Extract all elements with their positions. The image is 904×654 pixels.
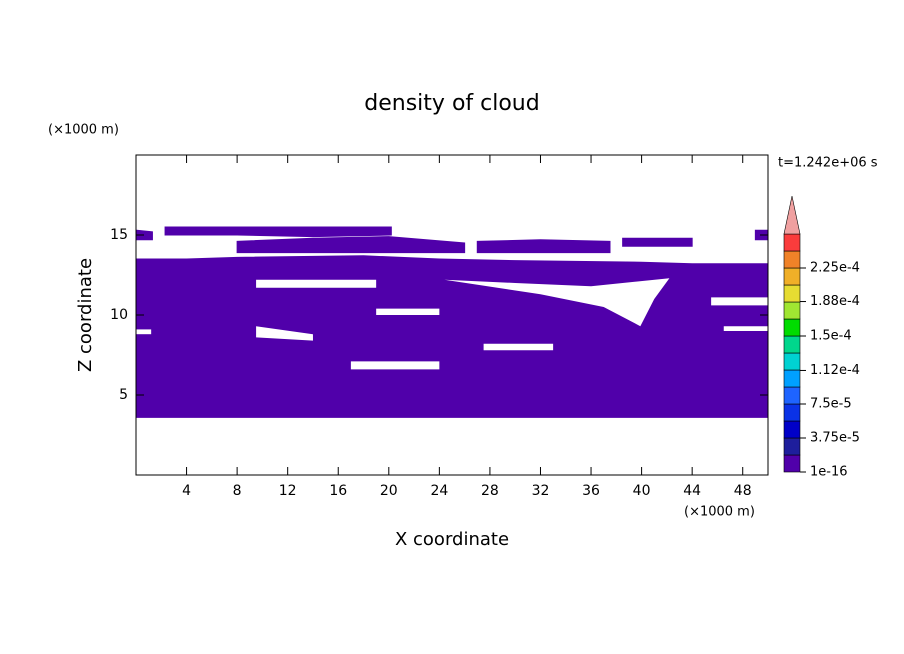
x-tick-label: 8 bbox=[233, 483, 242, 499]
colorbar-segment bbox=[783, 284, 801, 303]
x-tick-label: 12 bbox=[279, 483, 297, 499]
colorbar-label: 1.12e-4 bbox=[810, 363, 860, 378]
colorbar-label: 1.5e-4 bbox=[810, 329, 852, 344]
colorbar-segment bbox=[783, 369, 801, 388]
colorbar-segment bbox=[783, 250, 801, 269]
colorbar-segment bbox=[783, 386, 801, 405]
time-label: t=1.242e+06 s bbox=[778, 156, 878, 171]
x-unit: (×1000 m) bbox=[684, 505, 755, 520]
colorbar-extend bbox=[783, 195, 801, 235]
cloud-region bbox=[135, 255, 769, 418]
x-tick-label: 28 bbox=[481, 483, 499, 499]
x-tick-label: 16 bbox=[329, 483, 347, 499]
colorbar-segment bbox=[783, 335, 801, 354]
colorbar-segment bbox=[783, 233, 801, 252]
x-tick-label: 24 bbox=[430, 483, 448, 499]
colorbar-segment bbox=[783, 301, 801, 320]
colorbar-segment bbox=[783, 318, 801, 337]
x-tick-label: 44 bbox=[683, 483, 701, 499]
clear-region bbox=[483, 343, 554, 351]
clear-region bbox=[723, 326, 768, 331]
y-tick-label: 15 bbox=[110, 227, 128, 243]
cloud-region bbox=[622, 237, 693, 247]
cloud-region bbox=[476, 239, 611, 254]
colorbar-segment bbox=[783, 267, 801, 286]
colorbar-label: 1.88e-4 bbox=[810, 294, 860, 309]
colorbar-segment bbox=[783, 352, 801, 371]
y-axis-label: Z coordinate bbox=[75, 258, 96, 372]
clear-region bbox=[444, 278, 670, 327]
cloud-region bbox=[236, 236, 466, 254]
colorbar-segment bbox=[783, 403, 801, 422]
clear-region bbox=[711, 297, 768, 306]
y-tick-label: 10 bbox=[110, 307, 128, 323]
x-tick-label: 48 bbox=[734, 483, 752, 499]
colorbar-segment bbox=[783, 437, 801, 456]
y-tick-label: 5 bbox=[119, 387, 128, 403]
clear-region bbox=[256, 326, 313, 341]
cloud-region bbox=[164, 226, 392, 238]
clear-region bbox=[350, 361, 440, 370]
colorbar-label: 3.75e-5 bbox=[810, 431, 860, 446]
colorbar-label: 1e-16 bbox=[810, 465, 848, 480]
colorbar-segment bbox=[783, 454, 801, 473]
colorbar-segment bbox=[783, 420, 801, 439]
x-tick-label: 20 bbox=[380, 483, 398, 499]
clear-region bbox=[136, 329, 152, 335]
x-tick-label: 4 bbox=[182, 483, 191, 499]
clear-region bbox=[256, 279, 377, 288]
colorbar-label: 7.5e-5 bbox=[810, 397, 852, 412]
x-tick-label: 32 bbox=[532, 483, 550, 499]
colorbar-label: 2.25e-4 bbox=[810, 261, 860, 276]
clear-region bbox=[376, 308, 440, 315]
x-axis-label: X coordinate bbox=[395, 529, 509, 550]
y-unit: (×1000 m) bbox=[48, 123, 119, 138]
chart-title: density of cloud bbox=[364, 91, 539, 116]
x-tick-label: 36 bbox=[582, 483, 600, 499]
x-tick-label: 40 bbox=[633, 483, 651, 499]
